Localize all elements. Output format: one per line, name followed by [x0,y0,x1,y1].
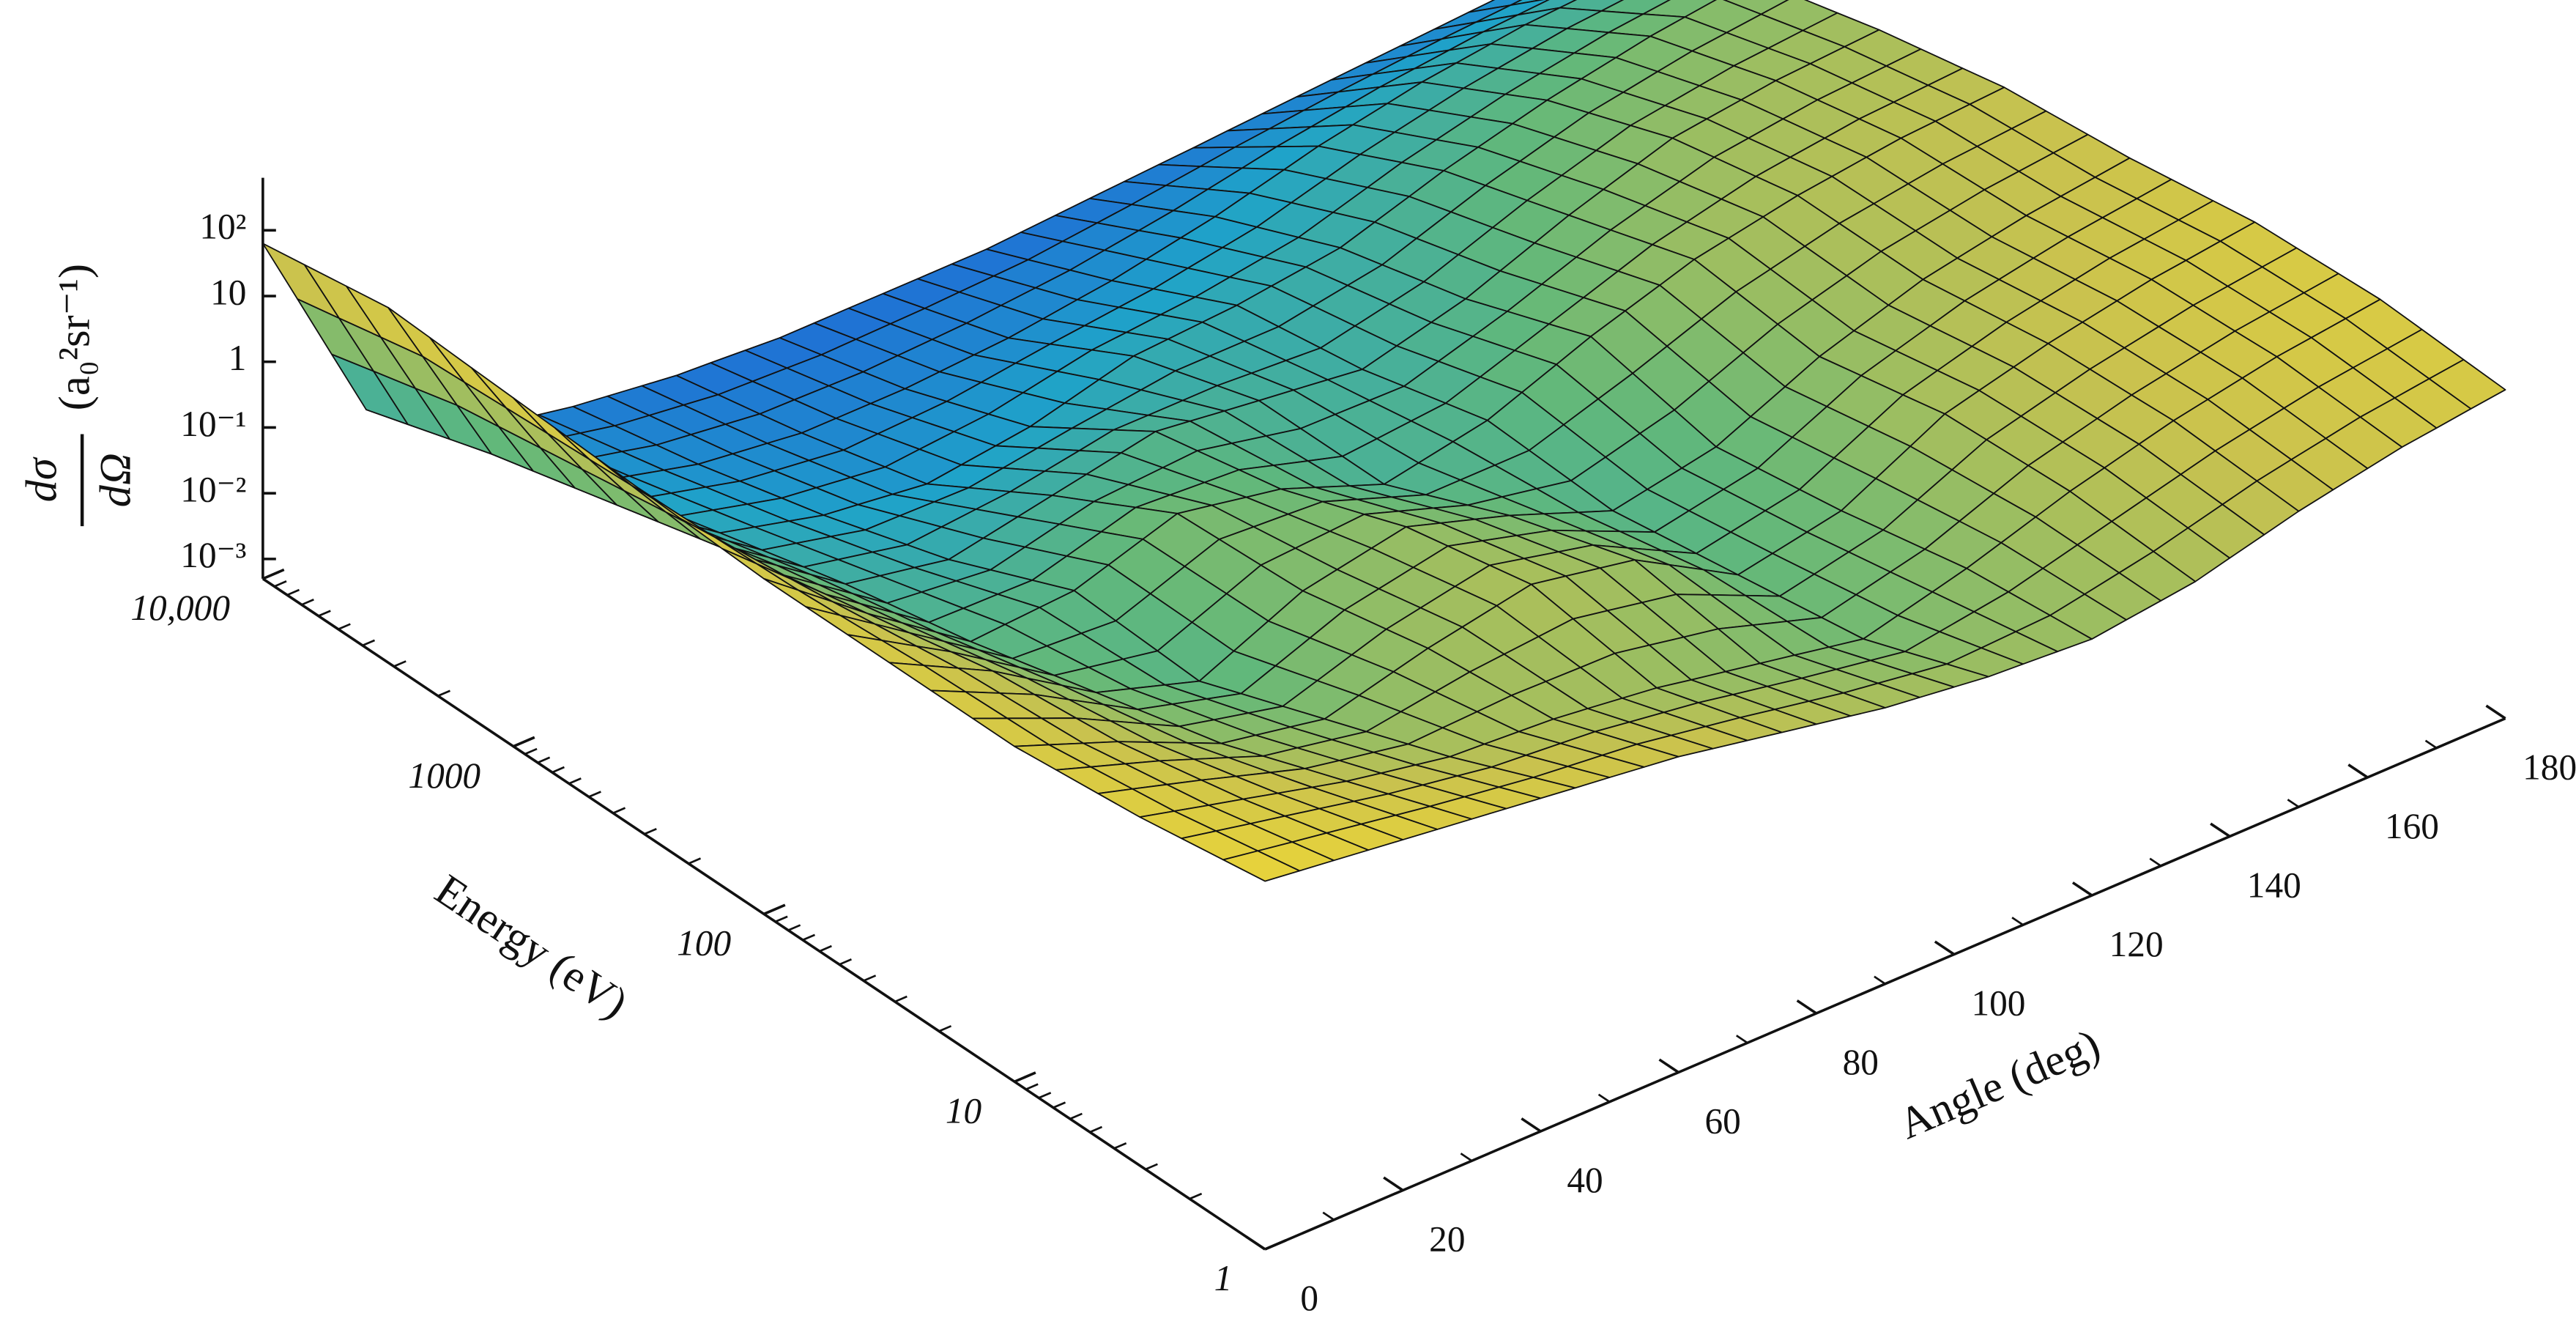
y-minor-tick [568,777,582,785]
y-minor-tick [318,610,331,617]
y-minor-tick [588,791,601,798]
z-axis-label: dσ dΩ (a₀²sr⁻¹) [18,264,141,527]
y-minor-tick [1053,1101,1066,1109]
surface-cell [1222,850,1301,882]
x-tick [2210,822,2231,838]
y-tick-label: 1000 [408,755,480,796]
y-minor-tick [612,807,626,814]
y-tick-label: 10,000 [130,588,230,628]
x-minor-tick [2149,857,2161,867]
z-tick-label: 10⁻¹ [180,404,246,444]
x-tick [1658,1058,1679,1074]
y-tick-label: 10 [946,1090,982,1131]
x-minor-tick [1322,1211,1335,1221]
x-tick-label: 60 [1704,1101,1740,1142]
y-minor-tick [338,623,351,630]
x-tick-label: 100 [1971,983,2025,1024]
z-tick-label: 10 [210,272,246,312]
axes: 0 20 40 60 80 100 120 140 160 180 1 10 100 1000 10,000… [130,177,2576,1318]
y-tick [1264,1239,1287,1251]
z-tick-label: 1 [229,338,247,378]
x-minor-tick [1460,1153,1473,1162]
z-label-numerator: dσ [18,456,67,502]
surface [261,0,2506,882]
x-axis-label: Angle (deg) [1892,1020,2107,1149]
y-minor-tick [688,857,702,865]
y-minor-tick [938,1025,952,1032]
x-tick-label: 180 [2523,747,2576,788]
x-tick [1383,1176,1404,1192]
y-minor-tick [644,827,657,835]
y-minor-tick [775,915,788,923]
y-minor-tick [819,944,832,953]
x-tick [2071,881,2093,897]
y-minor-tick [894,995,907,1003]
y-minor-tick [787,924,801,931]
z-tick-label: 10⁻² [180,469,246,509]
x-tick-label: 20 [1429,1219,1465,1260]
x-tick [1521,1117,1542,1133]
y-axis-label: Energy (eV) [426,865,636,1028]
y-minor-tick [839,958,852,966]
z-tick-label: 10² [199,207,246,247]
y-minor-tick [1113,1142,1127,1150]
y-tick [513,736,535,748]
y-minor-tick [537,756,551,764]
y-minor-tick [1025,1083,1039,1090]
x-tick [1796,999,1817,1015]
x-minor-tick [2424,739,2438,749]
x-minor-tick [2287,799,2300,808]
x-tick-label: 40 [1567,1160,1603,1200]
y-minor-tick [1038,1092,1052,1099]
z-label-unit: (a₀²sr⁻¹) [51,264,100,410]
x-minor-tick [1874,975,1886,985]
x-tick [1244,1235,1266,1251]
y-minor-tick [802,933,815,942]
y-minor-tick [1145,1163,1158,1171]
x-tick-label: 160 [2385,806,2439,846]
y-tick [763,903,786,916]
y-minor-tick [393,660,407,668]
y-minor-tick [273,580,287,588]
x-minor-tick [1597,1093,1611,1103]
y-tick [262,568,285,580]
x-minor-tick [1736,1035,1748,1044]
y-tick-label: 1 [1214,1258,1233,1298]
y-minor-tick [552,766,565,774]
y-minor-tick [863,975,877,982]
y-tick [1014,1071,1036,1083]
y-minor-tick [524,747,538,755]
z-tick-label: 10⁻³ [180,535,246,575]
y-minor-tick [1189,1192,1203,1200]
x-tick [1934,940,1955,956]
y-tick-label: 100 [677,923,731,964]
x-tick-label: 140 [2247,865,2301,906]
x-minor-tick [2011,917,2024,926]
x-tick-label: 80 [1843,1042,1879,1082]
x-tick [2347,763,2369,779]
x-tick-label: 0 [1300,1278,1318,1318]
x-tick [2485,704,2506,720]
y-minor-tick [286,588,300,596]
y-minor-tick [1069,1112,1083,1120]
y-minor-tick [1089,1125,1103,1134]
y-minor-tick [301,599,314,606]
z-label-denominator: dΩ [92,453,141,507]
x-tick-label: 120 [2109,924,2164,964]
y-minor-tick [437,689,450,698]
y-minor-tick [362,639,376,647]
